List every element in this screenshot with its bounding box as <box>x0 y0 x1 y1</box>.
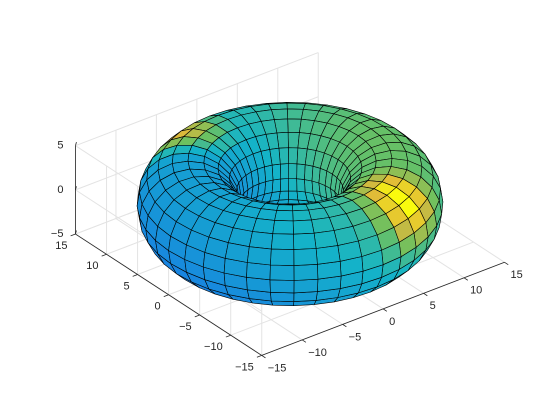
surface-patch <box>270 233 295 250</box>
surface-patch <box>315 245 341 265</box>
x-tick-label: −5 <box>349 331 362 343</box>
surface-patch <box>286 108 304 120</box>
y-tick <box>163 294 169 297</box>
surface-patch <box>271 178 282 193</box>
y-tick <box>132 274 138 277</box>
surface-patch <box>269 264 295 281</box>
surface-patch <box>288 190 299 201</box>
x-tick <box>261 355 266 359</box>
y-tick-label: −5 <box>179 321 192 333</box>
x-tick-label: −10 <box>308 347 327 359</box>
y-tick-label: 5 <box>123 280 129 292</box>
y-tick <box>256 355 262 358</box>
x-tick <box>342 324 347 328</box>
y-tick-label: 0 <box>154 301 160 313</box>
surface-patch <box>246 262 271 281</box>
surface-patch <box>287 118 302 133</box>
z-tick-label: −5 <box>51 228 64 240</box>
surface-patch <box>249 231 274 250</box>
grid-line <box>75 52 319 147</box>
surface-patch <box>293 248 318 266</box>
x-tick-label: −15 <box>268 362 287 374</box>
x-tick <box>302 339 307 343</box>
surface-patch <box>304 164 314 182</box>
surface-patch <box>287 199 300 205</box>
surface-patch <box>279 178 290 192</box>
surface-patch <box>288 147 299 165</box>
y-tick-label: −15 <box>235 361 254 373</box>
x-tick-label: 5 <box>430 300 436 312</box>
surface-patch <box>293 291 318 302</box>
surface-patch <box>270 291 295 302</box>
surface-patch <box>271 163 282 181</box>
x-tick <box>463 277 469 281</box>
y-tick-label: 15 <box>55 240 67 252</box>
surface-patch <box>293 232 317 250</box>
y-tick <box>225 334 231 338</box>
surface-patch <box>269 279 295 294</box>
surface-patch <box>293 263 319 281</box>
surface-patch <box>279 163 290 180</box>
surface-patch <box>272 220 294 235</box>
surface <box>136 102 444 307</box>
z-tick <box>75 142 77 146</box>
x-tick-label: 15 <box>511 269 523 281</box>
surface-patch <box>292 219 315 235</box>
surface-patch <box>270 248 295 266</box>
surface-patch <box>252 218 275 234</box>
y-tick <box>70 233 76 237</box>
y-tick-label: −10 <box>204 341 223 353</box>
surface-patch <box>276 204 294 212</box>
surface-patch <box>287 132 300 149</box>
surface-patch <box>288 178 298 192</box>
surface-patch <box>304 179 314 194</box>
x-tick <box>423 293 428 297</box>
y-tick-label: 10 <box>86 260 98 272</box>
y-tick <box>194 314 200 318</box>
x-tick <box>504 261 509 266</box>
z-tick <box>75 230 77 235</box>
x-tick-label: 10 <box>470 285 482 297</box>
x-tick-label: 0 <box>389 316 395 328</box>
surface-patch <box>296 178 306 193</box>
z-tick-label: 5 <box>57 140 63 152</box>
surface-patch <box>292 209 312 222</box>
surface-patch <box>268 102 288 110</box>
surface-patch <box>274 210 294 222</box>
z-tick-label: 0 <box>57 184 63 196</box>
surface-patch <box>286 102 306 110</box>
surface-patch <box>296 163 306 180</box>
x-tick <box>382 308 388 312</box>
z-tick <box>75 186 77 190</box>
surface-patch <box>247 246 272 266</box>
surface-patch <box>288 163 298 179</box>
y-tick <box>101 253 107 257</box>
surface-patch <box>293 278 319 294</box>
